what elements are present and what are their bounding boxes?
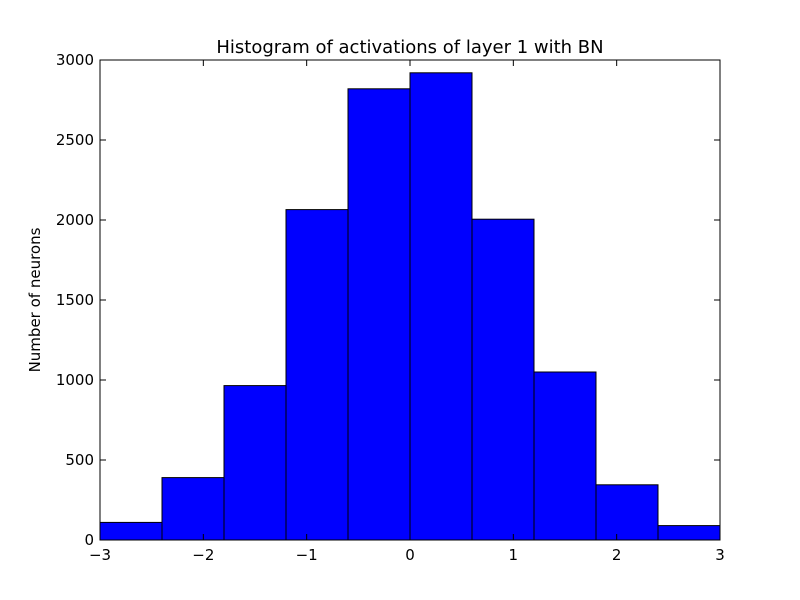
y-tick-label: 2500 [56,131,94,149]
x-tick-label: −3 [89,546,111,564]
plot-frame [99,59,721,541]
x-tick-label: 1 [509,546,519,564]
x-tick-label: −2 [192,546,214,564]
y-tick-label: 500 [65,451,94,469]
y-tick-label: 1000 [56,371,94,389]
histogram-bar [223,385,287,541]
histogram-bar [409,72,473,541]
x-tick-label: 0 [405,546,415,564]
y-axis-label: Number of neurons [26,227,44,372]
bars-group [99,72,721,541]
y-tick-label: 3000 [56,51,94,69]
histogram-bar [657,525,721,541]
chart-title: Histogram of activations of layer 1 with… [216,37,603,58]
histogram-bar [99,521,163,541]
histogram-bar [471,218,535,541]
ticks-group: −3 −2 −1 0 1 2 3 0 500 1000 1500 2000 2500 3000 [56,51,725,564]
y-tick-label: 1500 [56,291,94,309]
histogram-bar [595,484,659,541]
x-tick-label: −1 [296,546,318,564]
histogram-bar [347,88,411,541]
x-tick-label: 2 [612,546,622,564]
histogram-bar [533,371,597,541]
histogram-bar [161,477,225,541]
y-tick-label: 2000 [56,211,94,229]
histogram-bar [285,209,349,541]
x-tick-label: 3 [715,546,725,564]
y-tick-label: 0 [84,531,94,549]
